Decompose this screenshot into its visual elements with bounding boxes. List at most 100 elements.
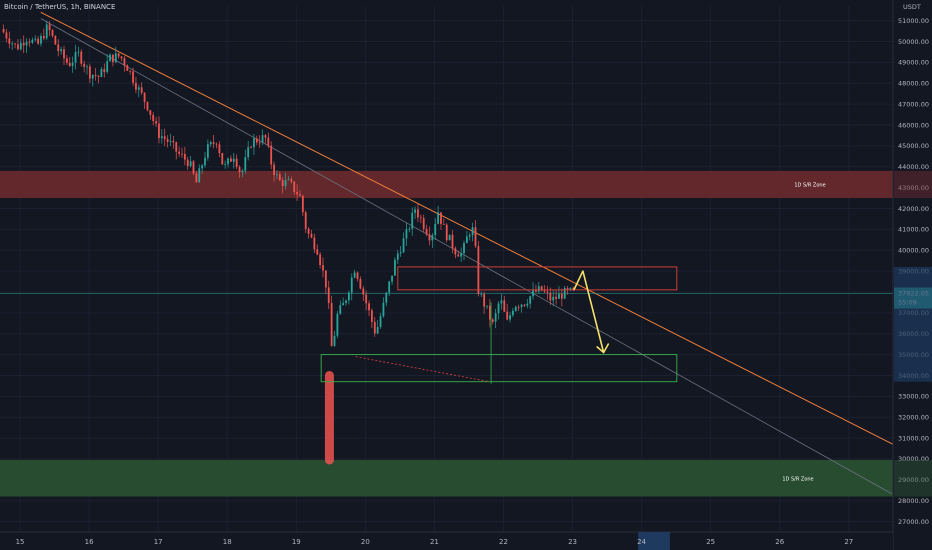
- candle-body: [520, 304, 523, 308]
- candle-body: [71, 62, 74, 66]
- candle-body: [5, 32, 8, 39]
- candle-body: [399, 252, 402, 254]
- candle-body: [270, 145, 273, 165]
- candle-body: [408, 228, 411, 230]
- candle-body: [468, 235, 471, 237]
- candle-body: [230, 158, 232, 162]
- time-tick-label: 26: [775, 538, 784, 546]
- candle-body: [491, 319, 494, 322]
- candle-body: [327, 287, 330, 303]
- candle-body: [368, 303, 370, 311]
- price-tick-label: 44000.00: [898, 163, 929, 171]
- price-tick-label: 46000.00: [898, 121, 929, 129]
- candle-body: [419, 217, 422, 219]
- candle-body: [155, 121, 157, 124]
- zone-axis-mark: [894, 170, 932, 199]
- candle-body: [474, 227, 477, 247]
- price-tick-label: 48000.00: [898, 80, 929, 88]
- candle-body: [345, 300, 347, 304]
- candle-body: [175, 142, 178, 152]
- candle-body: [74, 52, 77, 63]
- price-tick-label: 49000.00: [898, 59, 929, 67]
- candle-body: [324, 270, 327, 288]
- candle-body: [301, 195, 304, 213]
- candle-body: [189, 161, 192, 167]
- price-tick-label: 33000.00: [898, 393, 929, 401]
- candle-body: [560, 293, 563, 299]
- candle-body: [509, 315, 511, 320]
- candle-body: [181, 153, 183, 155]
- time-tick-label: 23: [568, 538, 577, 546]
- forecast-arrow-head: [596, 343, 610, 354]
- candles: [2, 20, 575, 465]
- candle-body: [394, 259, 396, 276]
- sr-zone-label: 1D S/R Zone: [794, 182, 825, 188]
- candle-body: [451, 234, 454, 249]
- candle-body: [112, 54, 114, 63]
- candle-body: [445, 224, 448, 241]
- candle-body: [281, 180, 284, 186]
- candle-body: [224, 164, 227, 166]
- candle-body: [63, 49, 65, 59]
- candle-body: [8, 38, 11, 44]
- candle-body: [385, 292, 388, 303]
- candle-body: [506, 311, 509, 320]
- secondary-trendline: [40, 18, 894, 495]
- candle-body: [434, 223, 437, 235]
- range-axis-mark: [894, 266, 932, 382]
- candle-body: [140, 87, 143, 93]
- candle-body: [512, 310, 514, 316]
- candle-body: [14, 43, 16, 45]
- price-tick-label: 43000.00: [898, 184, 929, 192]
- time-tick-label: 18: [223, 538, 232, 546]
- price-tick-label: 47000.00: [898, 100, 929, 108]
- candle-body: [517, 306, 520, 308]
- candle-body: [514, 306, 517, 311]
- candle-body: [333, 335, 336, 347]
- time-tick-label: 16: [85, 538, 94, 546]
- candle-body: [480, 293, 483, 295]
- candle-body: [126, 65, 129, 71]
- candle-body: [212, 142, 215, 144]
- price-axis[interactable]: 51000.00 50000.00 49000.00 48000.00 47000.00…: [892, 0, 932, 550]
- candle-body: [526, 303, 529, 306]
- candle-body: [411, 212, 414, 229]
- candle-body: [405, 229, 408, 239]
- price-tick-label: 51000.00: [898, 17, 929, 25]
- price-tick-label: 32000.00: [898, 413, 929, 421]
- candle-body: [209, 142, 212, 145]
- candle-body: [60, 49, 63, 52]
- candle-body: [132, 71, 134, 83]
- time-axis[interactable]: 15 16 17 18 19 20 21 22 23 24 25 26 27: [0, 531, 893, 550]
- candle-body: [330, 302, 333, 347]
- candle-body: [166, 139, 169, 142]
- candle-body: [382, 302, 385, 317]
- candle-body: [376, 327, 379, 334]
- candle-body: [42, 36, 45, 39]
- candle-body: [218, 144, 221, 154]
- candle-body: [22, 42, 25, 46]
- candle-body: [183, 153, 186, 160]
- price-tick-label: 40000.00: [898, 247, 929, 255]
- candle-body: [278, 174, 281, 181]
- candle-body: [129, 70, 132, 72]
- candle-body: [109, 54, 111, 62]
- boxes: [320, 266, 678, 383]
- price-tick-label: 41000.00: [898, 226, 929, 234]
- candle-body: [287, 179, 290, 181]
- candle-body: [244, 157, 247, 171]
- sr-zones: 1D S/R Zone 1D S/R Zone: [0, 170, 893, 497]
- price-tick-label: 30000.00: [898, 455, 929, 463]
- candle-body: [535, 289, 537, 292]
- candle-body: [440, 212, 442, 224]
- candle-body: [204, 157, 206, 166]
- candle-body: [273, 164, 275, 175]
- candle-body: [350, 277, 353, 293]
- candle-body: [336, 313, 339, 336]
- candle-body: [414, 209, 416, 213]
- candle-body: [460, 253, 463, 257]
- price-tick-label: 42000.00: [898, 205, 929, 213]
- candle-body: [117, 53, 120, 57]
- candle-body: [103, 69, 106, 72]
